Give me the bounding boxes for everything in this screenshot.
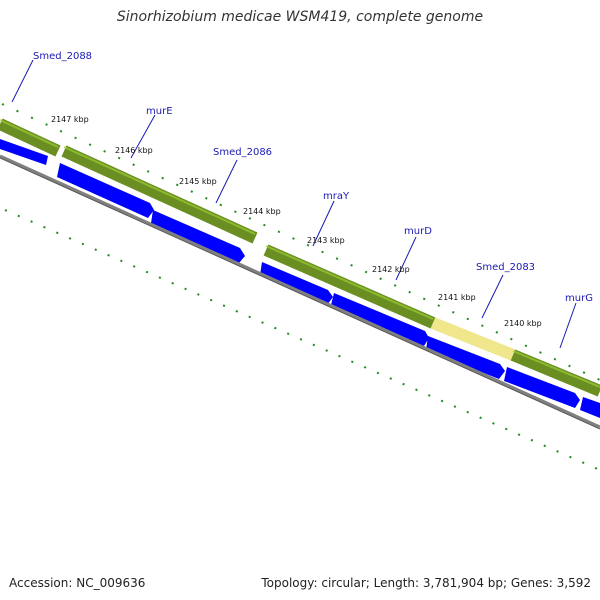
lower-tick-track	[4, 209, 600, 471]
backbone	[0, 154, 600, 430]
gene-labels: Smed_2088 murE Smed_2086 mraY murD Smed_…	[33, 51, 593, 304]
genome-stats-text: Topology: circular; Length: 3,781,904 bp…	[261, 576, 591, 590]
gene-label-smed-2088: Smed_2088	[33, 51, 92, 62]
gene-label-murd: murD	[404, 226, 432, 237]
kbp-label: 2144 kbp	[243, 207, 281, 216]
kbp-label: 2147 kbp	[51, 115, 89, 124]
gene-label-mray: mraY	[323, 191, 350, 202]
gene-label-smed-2086: Smed_2086	[213, 147, 272, 158]
gene-label-smed-2083: Smed_2083	[476, 262, 535, 273]
gene-leader-lines	[11, 59, 577, 349]
map-title: Sinorhizobium medicae WSM419, complete g…	[116, 9, 484, 25]
accession-text: Accession: NC_009636	[9, 576, 146, 590]
kbp-label: 2143 kbp	[307, 236, 345, 245]
gene-label-mure: murE	[146, 106, 173, 117]
kbp-label: 2141 kbp	[438, 293, 476, 302]
kbp-label: 2142 kbp	[372, 265, 410, 274]
kbp-labels: 2147 kbp 2146 kbp 2145 kbp 2144 kbp 2143…	[51, 115, 542, 328]
gene-band	[0, 118, 600, 397]
kbp-label: 2140 kbp	[504, 319, 542, 328]
kbp-label: 2145 kbp	[179, 177, 217, 186]
cds-band	[0, 139, 600, 418]
gene-label-murg: murG	[565, 293, 593, 304]
kbp-label: 2146 kbp	[115, 146, 153, 155]
